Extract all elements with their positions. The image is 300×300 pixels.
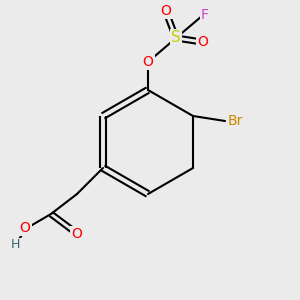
Text: F: F: [201, 8, 209, 22]
Text: O: O: [198, 35, 208, 49]
Text: Br: Br: [227, 114, 243, 128]
Text: O: O: [20, 221, 30, 235]
Text: S: S: [171, 31, 181, 46]
Text: H: H: [10, 238, 20, 251]
Text: O: O: [71, 227, 82, 241]
Text: O: O: [142, 55, 153, 69]
Text: O: O: [160, 4, 171, 18]
